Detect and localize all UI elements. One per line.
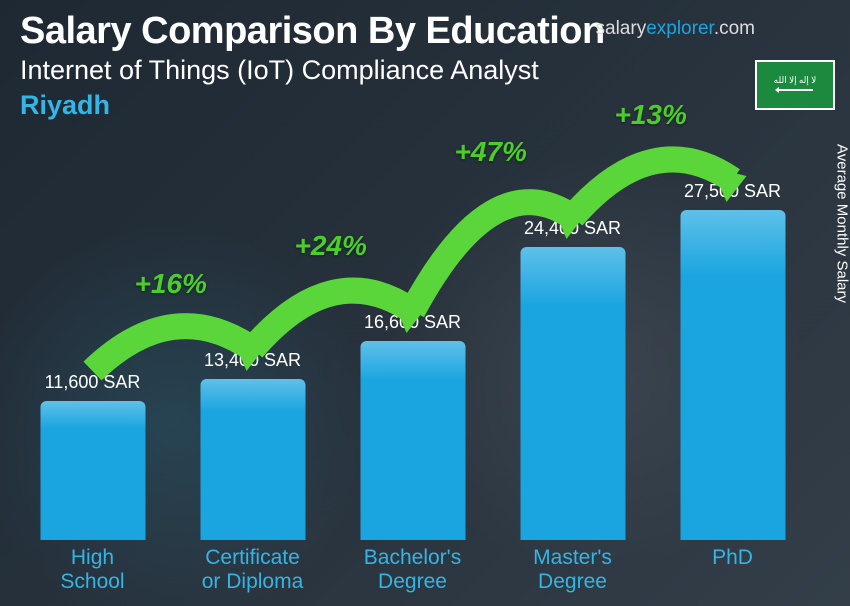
increase-arc	[93, 326, 253, 371]
increase-arrows	[20, 110, 810, 540]
flag-emblem: لا إله إلا الله	[765, 69, 825, 101]
country-flag: لا إله إلا الله	[755, 60, 835, 110]
increase-arc	[573, 159, 733, 217]
source-accent: explorer	[646, 18, 714, 39]
increase-arc	[253, 291, 413, 349]
category-label: Bachelor'sDegree	[364, 546, 461, 594]
source-suffix: .com	[714, 18, 755, 39]
chart-container: Salary Comparison By Education Internet …	[0, 0, 850, 606]
category-label: HighSchool	[60, 546, 124, 594]
percent-increase-label: +13%	[615, 99, 687, 131]
y-axis-label: Average Monthly Salary	[834, 144, 850, 303]
increase-arc	[413, 202, 573, 311]
percent-increase-label: +16%	[135, 268, 207, 300]
category-label: Certificateor Diploma	[202, 546, 304, 594]
svg-text:لا إله إلا الله: لا إله إلا الله	[774, 75, 817, 86]
category-label: PhD	[712, 546, 753, 570]
source-prefix: salary	[596, 18, 647, 39]
percent-increase-label: +47%	[455, 136, 527, 168]
percent-increase-label: +24%	[295, 230, 367, 262]
source-attribution: salaryexplorer.com	[596, 18, 755, 40]
category-label: Master'sDegree	[533, 546, 612, 594]
subtitle: Internet of Things (IoT) Compliance Anal…	[20, 55, 830, 86]
chart-area: 11,600 SARHighSchool13,400 SARCertificat…	[20, 150, 810, 600]
